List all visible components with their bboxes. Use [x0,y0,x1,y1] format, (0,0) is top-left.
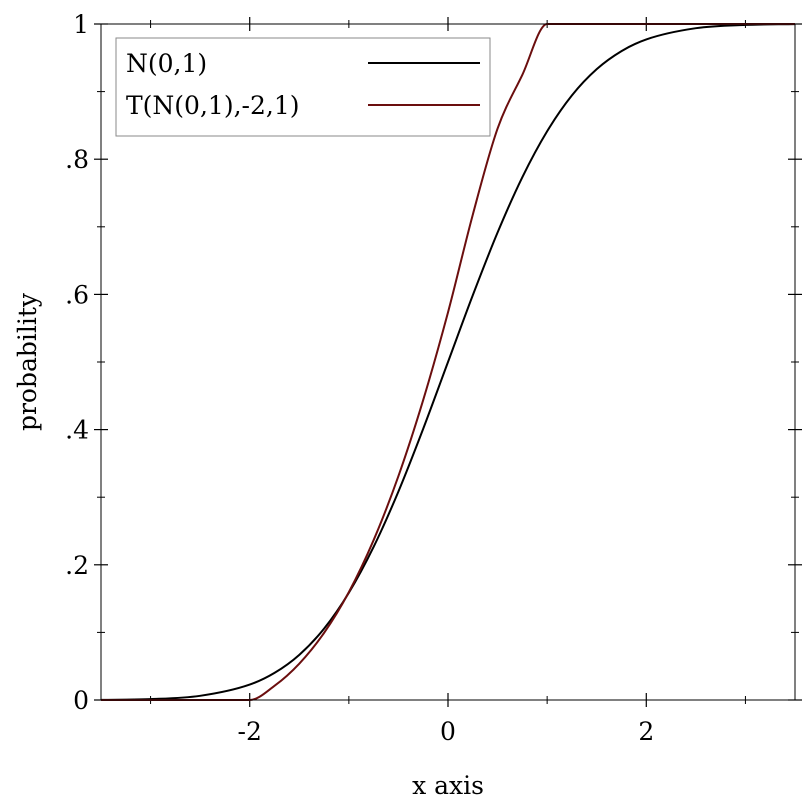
x-tick-label: -2 [238,717,262,746]
y-tick-label: 1 [73,10,89,39]
y-tick-label: .4 [65,416,89,445]
legend: N(0,1) T(N(0,1),-2,1) [115,37,491,137]
y-axis-label: probability [13,292,42,431]
y-tick-label: .2 [65,551,89,580]
x-axis-label: x axis [412,771,484,800]
y-tick-label: .6 [65,280,89,309]
series-line-2 [101,22,795,702]
series-layer [100,22,796,702]
plot-frame [100,23,796,701]
x-tick-label: 0 [440,717,456,746]
legend-box [115,37,491,137]
x-tick-label: 2 [638,717,654,746]
legend-label-2: T(N(0,1),-2,1) [126,91,299,120]
tick-labels-layer: -2 0 2 0 .2 .4 .6 .8 1 [65,10,654,746]
legend-label-1: N(0,1) [126,49,207,78]
series-line-1 [100,23,796,701]
y-tick-label: .8 [65,145,89,174]
y-tick-label: 0 [73,686,89,715]
